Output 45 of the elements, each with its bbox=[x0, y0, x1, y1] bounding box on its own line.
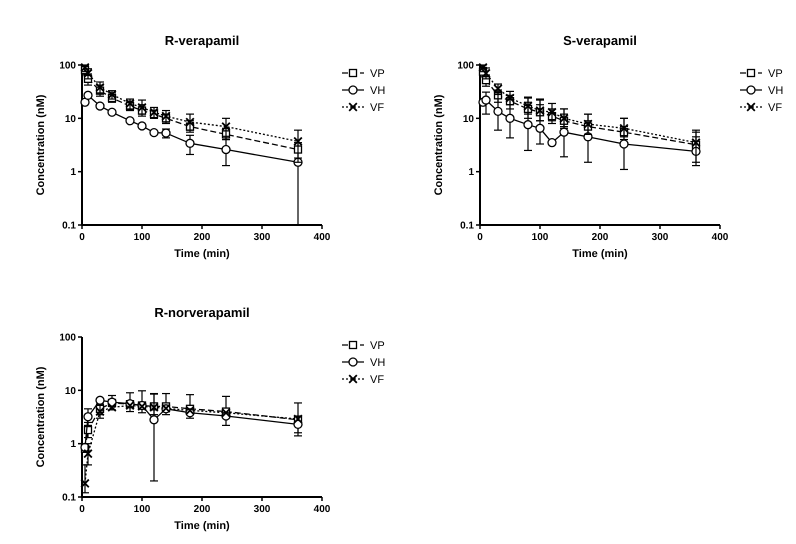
x-tick-label: 300 bbox=[652, 232, 669, 243]
x-tick-label: 0 bbox=[477, 232, 484, 243]
x-tick-label: 400 bbox=[314, 504, 331, 515]
y-tick-label: 100 bbox=[59, 60, 76, 72]
x-tick-label: 100 bbox=[134, 232, 151, 243]
y-tick-label: 100 bbox=[457, 60, 474, 72]
y-tick-label: 0.1 bbox=[62, 492, 76, 504]
x-axis-title: Time (min) bbox=[174, 248, 230, 260]
x-tick-label: 0 bbox=[79, 504, 86, 515]
x-tick-label: 300 bbox=[254, 504, 271, 515]
legend-label: VH bbox=[370, 357, 386, 369]
x-axis-title: Time (min) bbox=[572, 248, 628, 260]
legend-label: VH bbox=[768, 85, 784, 97]
x-tick-label: 200 bbox=[194, 232, 211, 243]
legend-label: VF bbox=[370, 374, 384, 386]
x-tick-label: 100 bbox=[134, 504, 151, 515]
x-tick-label: 0 bbox=[79, 232, 86, 243]
x-tick-label: 200 bbox=[592, 232, 609, 243]
y-axis-title: Concentration (nM) bbox=[35, 94, 47, 196]
x-axis-title: Time (min) bbox=[174, 520, 230, 532]
y-tick-label: 0.1 bbox=[62, 220, 76, 232]
y-axis-title: Concentration (nM) bbox=[433, 94, 445, 196]
legend-label: VF bbox=[768, 102, 782, 114]
x-tick-label: 100 bbox=[532, 232, 549, 243]
chart-title: R-verapamil bbox=[164, 33, 240, 48]
legend-label: VP bbox=[768, 68, 783, 80]
legend-label: VH bbox=[370, 85, 386, 97]
y-tick-label: 0.1 bbox=[460, 220, 474, 232]
chart-title: S-verapamil bbox=[563, 33, 637, 48]
y-tick-label: 1 bbox=[70, 439, 76, 450]
y-tick-label: 100 bbox=[59, 332, 76, 344]
x-tick-label: 400 bbox=[314, 232, 331, 243]
y-tick-label: 1 bbox=[70, 167, 76, 178]
x-tick-label: 300 bbox=[254, 232, 271, 243]
legend-label: VP bbox=[370, 68, 385, 80]
chart-title: R-norverapamil bbox=[154, 305, 250, 320]
x-tick-label: 400 bbox=[712, 232, 729, 243]
y-tick-label: 10 bbox=[462, 114, 474, 125]
x-tick-label: 200 bbox=[194, 504, 211, 515]
y-tick-label: 10 bbox=[64, 386, 76, 397]
legend-label: VF bbox=[370, 102, 384, 114]
y-axis-title: Concentration (nM) bbox=[35, 366, 47, 468]
y-tick-label: 1 bbox=[468, 167, 474, 178]
y-tick-label: 10 bbox=[64, 114, 76, 125]
legend-label: VP bbox=[370, 340, 385, 352]
